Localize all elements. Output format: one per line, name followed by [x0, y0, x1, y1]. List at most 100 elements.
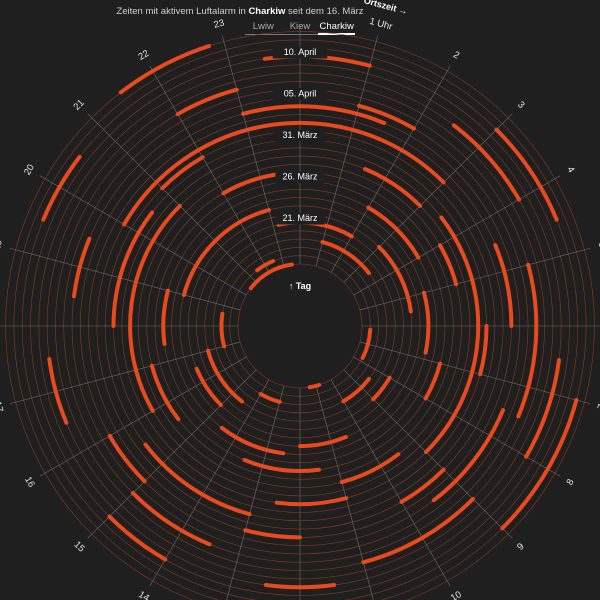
hour-spoke: [9, 341, 241, 405]
alarm-arc: [130, 491, 212, 547]
alarm-arc: [399, 467, 446, 504]
hour-spoke: [149, 379, 270, 587]
alarm-arc: [128, 203, 182, 413]
hour-label: 3: [515, 99, 527, 111]
chart-title-suffix: seit dem 16. März: [285, 6, 364, 17]
alarm-arc: [242, 457, 321, 473]
alarm-arc: [122, 120, 446, 227]
chart-title: Zeiten mit aktivem Luftalarm in Charkiw …: [0, 6, 480, 17]
alarm-arc: [160, 155, 205, 191]
alarm-arc: [361, 496, 475, 565]
alarm-arc: [500, 398, 579, 531]
alarm-arc: [118, 44, 212, 95]
alarm-arc: [181, 207, 271, 297]
hour-spoke: [9, 247, 241, 311]
alarm-arc: [422, 290, 431, 355]
hour-label: 19: [0, 239, 5, 252]
alarm-arc: [41, 154, 82, 222]
date-label-bg: [275, 212, 325, 225]
alarm-arc: [516, 262, 539, 419]
alarm-arc: [111, 210, 155, 328]
date-label-bg: [275, 129, 325, 142]
alarm-arc: [320, 240, 371, 276]
alarm-arc: [360, 327, 373, 360]
alarm-arc: [357, 103, 416, 131]
alarm-arc: [363, 167, 423, 208]
hour-label: 20: [22, 163, 37, 178]
alarm-arc: [493, 243, 514, 328]
alarm-arc: [423, 361, 443, 401]
alarm-arc: [47, 357, 69, 425]
alarm-arc: [341, 376, 371, 404]
hour-spoke: [39, 356, 247, 477]
hour-spoke: [343, 113, 513, 283]
alarm-arc: [274, 496, 349, 507]
hour-label: 8: [564, 477, 576, 487]
date-label: 26. März: [282, 171, 318, 181]
alarm-arc: [276, 220, 354, 239]
tab-lwiw[interactable]: Lwiw: [245, 20, 282, 35]
alarm-arc: [451, 123, 522, 202]
alarm-arcs: [41, 44, 579, 590]
hour-spoke: [359, 247, 591, 311]
alarm-arc: [219, 425, 286, 456]
hour-spoke: [226, 385, 285, 600]
alarm-arc: [107, 433, 147, 484]
alarm-arc: [175, 87, 239, 117]
alarm-arc: [437, 243, 459, 287]
alarm-arc: [339, 452, 401, 485]
alarm-arc: [366, 205, 421, 260]
alarm-arc: [149, 363, 181, 422]
alarm-arc: [377, 244, 413, 314]
alarm-arc: [206, 348, 245, 404]
alarm-arc: [71, 236, 92, 299]
hour-spoke: [330, 379, 451, 587]
alarm-arc: [478, 324, 489, 377]
alarm-arc: [161, 288, 170, 346]
chart-title-prefix: Zeiten mit aktivem Luftalarm in: [116, 6, 249, 17]
hour-label: 4: [564, 165, 576, 175]
chart-title-city: Charkiw: [248, 6, 286, 17]
time-axis-annotation: Ortszeit →: [363, 0, 409, 17]
hour-spoke: [330, 65, 451, 273]
alarm-arc: [371, 375, 392, 402]
hour-spoke: [221, 35, 285, 267]
hour-label: 17: [0, 400, 5, 413]
date-label: 31. März: [282, 130, 318, 140]
date-label: 05. April: [284, 88, 317, 98]
alarm-arc: [258, 392, 282, 404]
hour-spoke: [87, 113, 257, 283]
alarm-arc: [263, 582, 337, 590]
alarm-arc: [307, 382, 322, 390]
hour-label: 1 Uhr: [368, 16, 393, 33]
date-label-bg: [275, 171, 325, 183]
hour-spoke: [87, 369, 257, 539]
hour-spoke: [39, 175, 247, 296]
hour-labels: 1 Uhr23456 Uhr789101112 Uhr131415161718 …: [0, 16, 600, 600]
hour-label: 9: [515, 541, 527, 553]
hour-label: 16: [22, 475, 37, 490]
alarm-arc: [107, 514, 168, 562]
alarm-arc: [194, 366, 223, 408]
alarm-arc: [143, 442, 252, 517]
alarm-arc: [241, 104, 387, 126]
alarm-arc: [424, 215, 481, 455]
alarm-arc: [494, 127, 559, 222]
alarm-arc: [255, 259, 276, 273]
alarm-arc: [243, 528, 302, 540]
alarm-arc: [298, 434, 348, 449]
hour-spoke: [149, 65, 270, 273]
alarm-arc: [248, 262, 294, 291]
hour-label: 7: [596, 403, 600, 411]
date-labels: 21. März 26. März 31. März 05. April 10. Apr…: [272, 46, 328, 225]
hour-label: 23: [213, 18, 226, 31]
hour-label: 15: [71, 539, 86, 554]
date-label: 21. März: [282, 213, 318, 223]
hour-label: 5: [596, 241, 600, 249]
alarm-arc: [524, 358, 561, 459]
hour-label: 10: [449, 589, 464, 600]
hour-label: 22: [136, 48, 151, 63]
day-axis-annotation: ↑ Tag: [289, 281, 311, 291]
hour-label: 21: [71, 97, 86, 112]
